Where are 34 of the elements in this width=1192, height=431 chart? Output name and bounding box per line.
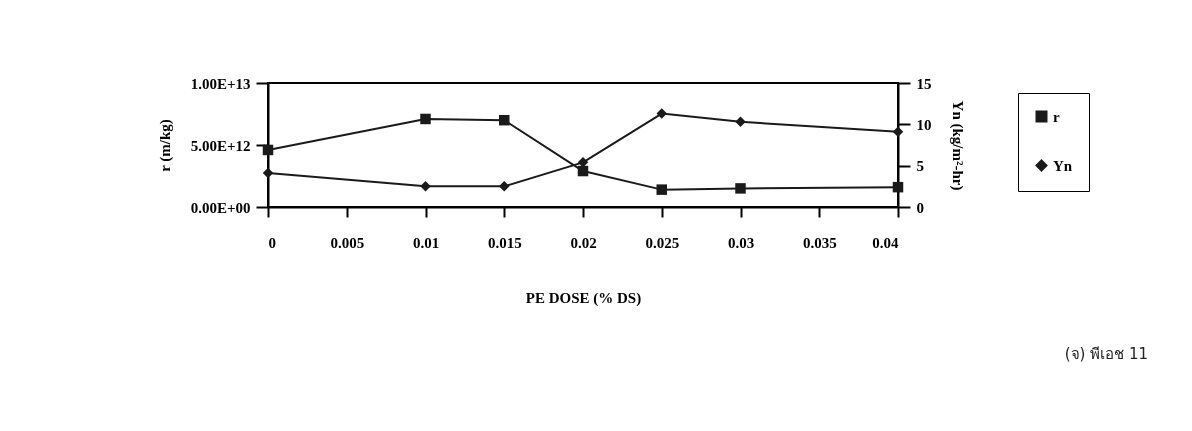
y-tick-label: 1.00E+13 — [190, 75, 251, 92]
x-tick-label: 0.02 — [570, 234, 597, 251]
point — [262, 167, 274, 179]
x-tick-label: 0.035 — [802, 234, 837, 251]
y2-tick-label: 15 — [916, 75, 932, 92]
x-tick-label: 0.015 — [487, 234, 522, 251]
x-tick-label: 0.01 — [412, 234, 440, 251]
y-axis-title: r (m/kg) — [156, 119, 174, 172]
point — [499, 114, 510, 126]
point — [892, 181, 904, 193]
point — [656, 108, 667, 119]
point — [735, 116, 746, 128]
point — [420, 181, 431, 192]
point — [420, 113, 431, 125]
legend-label: r — [1053, 108, 1060, 125]
y2-tick-label: 0 — [916, 199, 924, 216]
y-tick-label: 0.00E+00 — [190, 199, 251, 216]
text: (จ) พีเอช 11 — [1064, 345, 1148, 363]
y-tick-label: 5.00E+12 — [190, 137, 251, 154]
x-tick-label: 0.03 — [727, 234, 755, 251]
point — [892, 126, 904, 138]
point — [262, 144, 274, 156]
y2-axis-title: Yn (kg/m²-hr) — [948, 100, 966, 191]
x-tick-label: 0.025 — [645, 234, 680, 251]
y2-tick-label: 5 — [916, 158, 924, 175]
point — [656, 184, 667, 195]
x-tick-label: 0.005 — [330, 234, 365, 251]
point — [735, 183, 746, 194]
x-axis-title: PE DOSE (% DS) — [525, 289, 642, 307]
point — [499, 181, 510, 192]
y2-tick-label: 10 — [916, 116, 932, 133]
legend-label: Yn — [1053, 157, 1073, 174]
x-tick-label: 0 — [268, 234, 276, 251]
x-tick-label: 0.04 — [872, 234, 899, 251]
